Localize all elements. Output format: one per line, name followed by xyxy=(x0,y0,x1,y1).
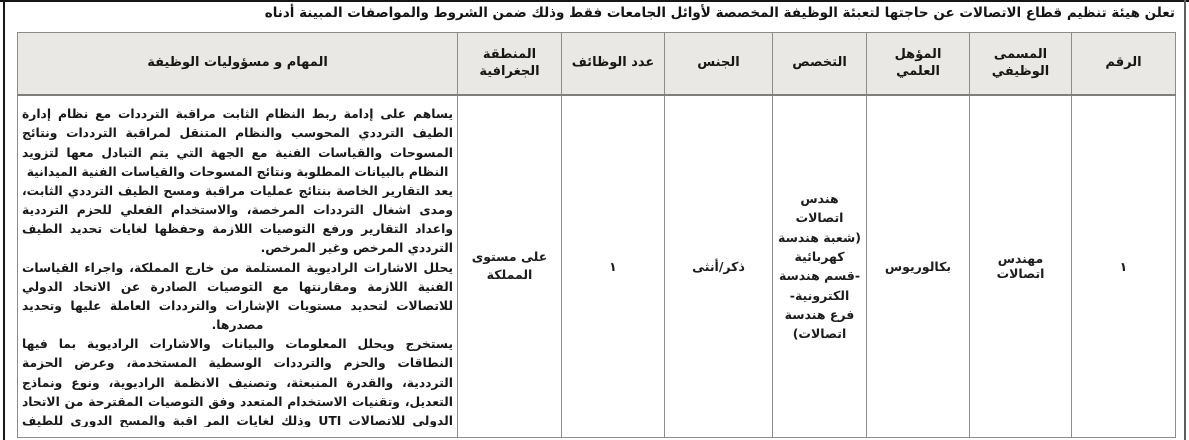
cell-number: ١ xyxy=(1071,94,1176,438)
page-frame-top-line xyxy=(0,0,1189,2)
page-frame-right-line xyxy=(1184,0,1186,440)
cell-region: على مستوى المملكة xyxy=(457,94,562,438)
column-header-region: المنطقة الجغرافية xyxy=(457,32,562,96)
duty-paragraph: يستخرج ويحلل المعلومات والبيانات والاشار… xyxy=(22,337,453,428)
cell-job-title: مهندس اتصالات xyxy=(969,94,1072,438)
table-header-row: الرقم المسمى الوظيفي المؤهل العلمي التخص… xyxy=(17,32,1176,96)
cell-duties: يساهم على إدامة ربط النظام الثابت مراقبة… xyxy=(17,94,458,438)
duties-text-block: يساهم على إدامة ربط النظام الثابت مراقبة… xyxy=(22,105,453,427)
cell-specialization: هندس اتصالات (شعبة هندسة كهربائية -قسم ه… xyxy=(772,94,867,438)
job-vacancy-table: الرقم المسمى الوظيفي المؤهل العلمي التخص… xyxy=(17,32,1176,438)
column-header-specialization: التخصص xyxy=(772,32,867,96)
cell-gender: ذكر/أنثى xyxy=(664,94,773,438)
duty-paragraph: يساهم على إدامة ربط النظام الثابت مراقبة… xyxy=(22,107,453,179)
column-header-qualification: المؤهل العلمي xyxy=(866,32,970,96)
duty-paragraph: يعد التقارير الخاصة بنتائج عمليات مراقبة… xyxy=(22,183,453,256)
page-frame-left-line xyxy=(3,0,5,440)
column-header-positions-count: عدد الوظائف xyxy=(561,32,665,96)
column-header-gender: الجنس xyxy=(664,32,773,96)
cell-positions-count: ١ xyxy=(561,94,665,438)
duty-paragraph: يحلل الاشارات الراديوية المستلمة من خارج… xyxy=(22,260,453,333)
cell-qualification: بكالوريوس xyxy=(866,94,970,438)
column-header-number: الرقم xyxy=(1071,32,1176,96)
column-header-job-title: المسمى الوظيفي xyxy=(969,32,1072,96)
table-row: ١ مهندس اتصالات بكالوريوس هندس اتصالات (… xyxy=(17,94,1176,438)
column-header-duties: المهام و مسؤوليات الوظيفة xyxy=(17,32,458,96)
announcement-intro-text: تعلن هيئة تنظيم قطاع الاتصالات عن حاجتها… xyxy=(264,5,1175,21)
